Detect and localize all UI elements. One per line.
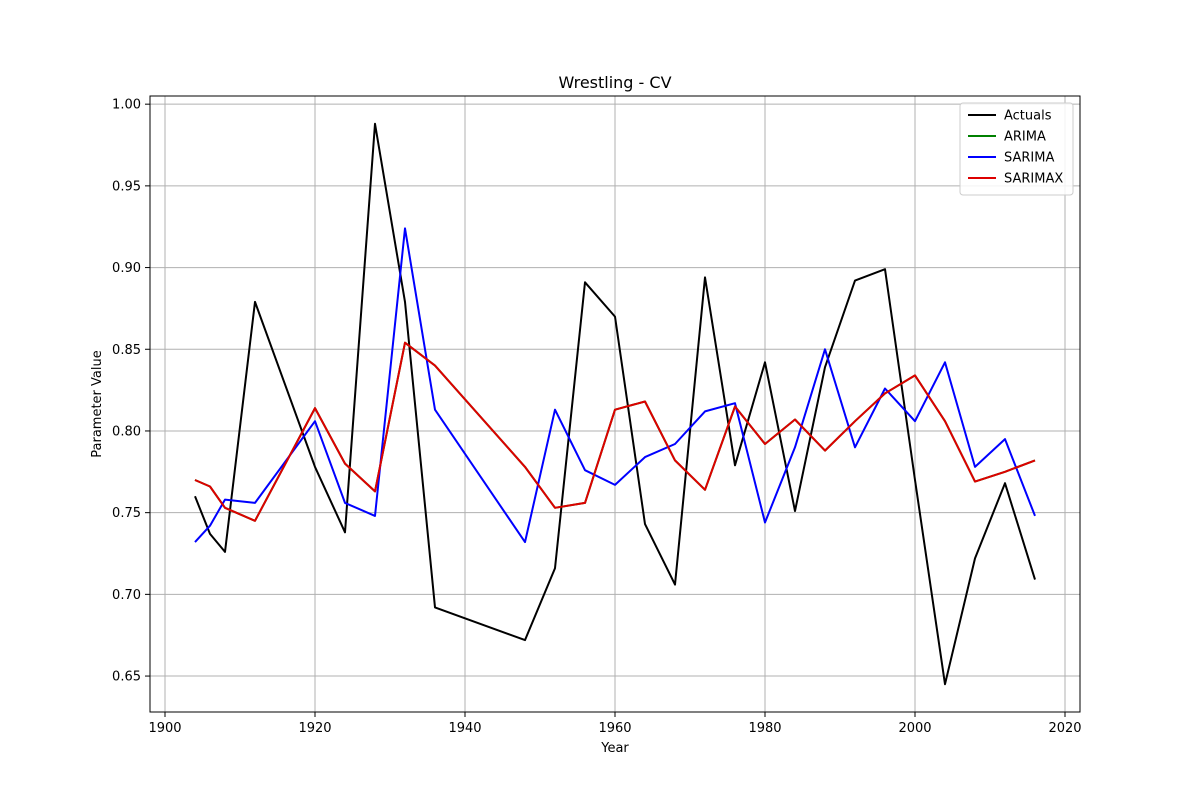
x-tick-label: 2000 bbox=[898, 721, 931, 736]
legend-label-arima: ARIMA bbox=[1004, 130, 1046, 145]
x-tick-label: 1960 bbox=[598, 721, 631, 736]
legend: Actuals ARIMA SARIMA SARIMAX bbox=[959, 102, 1074, 196]
y-axis-title: Parameter Value bbox=[90, 350, 105, 457]
x-tick-label: 1920 bbox=[298, 721, 331, 736]
legend-label-sarimax: SARIMAX bbox=[1004, 172, 1063, 187]
x-tick-label: 1900 bbox=[148, 721, 181, 736]
x-axis-title: Year bbox=[600, 741, 629, 756]
y-tick-label: 0.65 bbox=[112, 670, 141, 685]
x-tick-label: 2020 bbox=[1048, 721, 1081, 736]
legend-label-sarima: SARIMA bbox=[1004, 151, 1054, 166]
chart-title: Wrestling - CV bbox=[558, 73, 671, 92]
x-axis: 1900 1920 1940 1960 1980 2000 2020 bbox=[148, 712, 1082, 736]
y-tick-label: 0.70 bbox=[112, 588, 141, 603]
series-line-sarima bbox=[194, 227, 1036, 544]
gridlines bbox=[150, 96, 1080, 712]
y-tick-label: 1.00 bbox=[112, 98, 141, 113]
y-tick-label: 0.80 bbox=[112, 424, 141, 439]
x-tick-label: 1940 bbox=[448, 721, 481, 736]
x-tick-label: 1980 bbox=[748, 721, 781, 736]
series-line-sarimax bbox=[194, 341, 1036, 522]
legend-label-actuals: Actuals bbox=[1004, 109, 1052, 124]
y-tick-label: 0.95 bbox=[112, 179, 141, 194]
y-tick-label: 0.90 bbox=[112, 261, 141, 276]
y-tick-label: 0.85 bbox=[112, 343, 141, 358]
y-tick-label: 0.75 bbox=[112, 506, 141, 521]
y-axis: 0.65 0.70 0.75 0.80 0.85 0.90 0.95 1.00 bbox=[112, 98, 150, 685]
legend-frame bbox=[959, 102, 1074, 196]
series-layer bbox=[194, 122, 1036, 686]
